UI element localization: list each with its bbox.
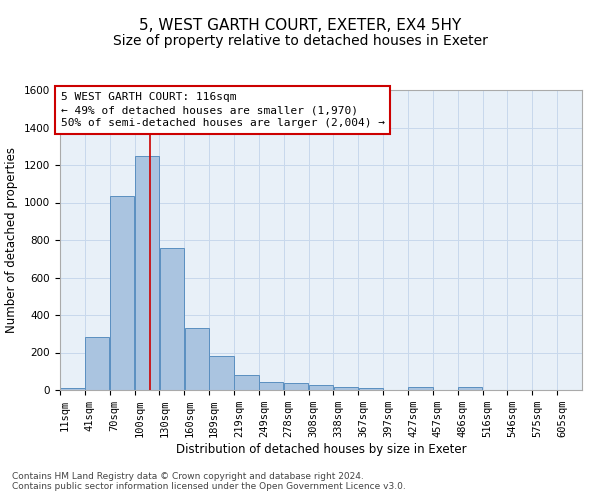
Text: Contains HM Land Registry data © Crown copyright and database right 2024.: Contains HM Land Registry data © Crown c… xyxy=(12,472,364,481)
Bar xyxy=(359,388,383,390)
Text: 5, WEST GARTH COURT, EXETER, EX4 5HY: 5, WEST GARTH COURT, EXETER, EX4 5HY xyxy=(139,18,461,32)
Text: Contains public sector information licensed under the Open Government Licence v3: Contains public sector information licen… xyxy=(12,482,406,491)
Text: 5 WEST GARTH COURT: 116sqm
← 49% of detached houses are smaller (1,970)
50% of s: 5 WEST GARTH COURT: 116sqm ← 49% of deta… xyxy=(61,92,385,128)
Y-axis label: Number of detached properties: Number of detached properties xyxy=(5,147,19,333)
Bar xyxy=(60,388,85,390)
Bar xyxy=(334,386,358,390)
Bar xyxy=(135,156,159,390)
Bar xyxy=(185,328,209,390)
X-axis label: Distribution of detached houses by size in Exeter: Distribution of detached houses by size … xyxy=(176,443,466,456)
Bar xyxy=(458,387,482,390)
Bar xyxy=(85,336,109,390)
Bar xyxy=(110,196,134,390)
Bar xyxy=(234,375,259,390)
Bar xyxy=(160,248,184,390)
Text: Size of property relative to detached houses in Exeter: Size of property relative to detached ho… xyxy=(113,34,487,48)
Bar xyxy=(408,387,433,390)
Bar xyxy=(259,382,283,390)
Bar xyxy=(309,385,333,390)
Bar xyxy=(209,356,234,390)
Bar xyxy=(284,383,308,390)
